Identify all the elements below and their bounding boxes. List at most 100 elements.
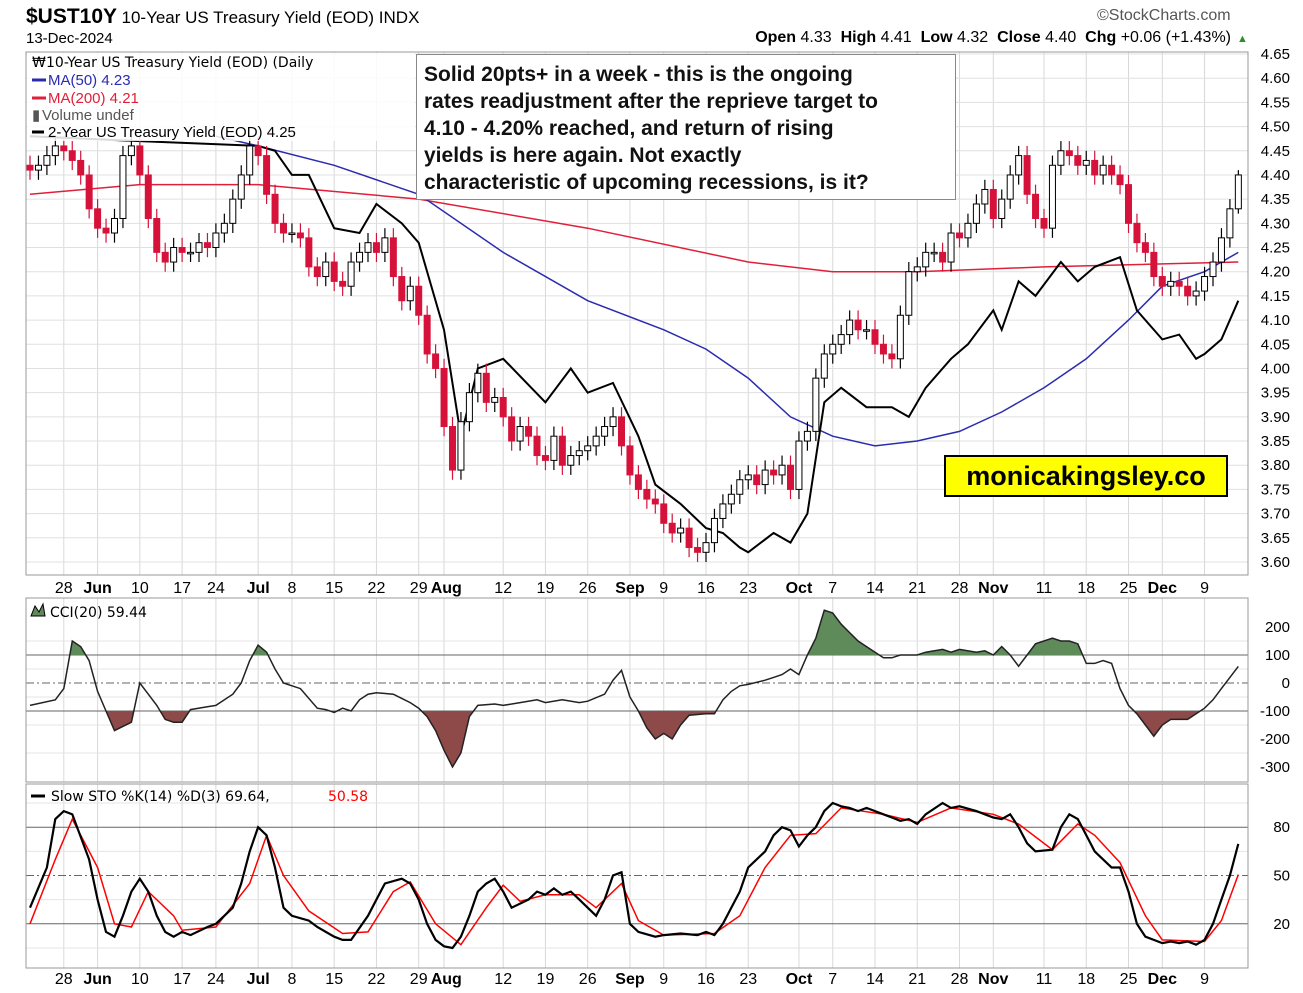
instrument-name: 10-Year US Treasury Yield (EOD) INDX [121, 8, 420, 27]
candle [178, 237, 186, 263]
y-tick-label: 4.15 [1261, 288, 1290, 305]
candle-body [356, 251, 364, 263]
candle [1226, 199, 1234, 248]
candle-body [956, 232, 963, 239]
candle-body [592, 435, 600, 447]
y-tick-label: 3.80 [1261, 457, 1290, 474]
candle [677, 518, 685, 543]
candle [313, 257, 321, 287]
y-tick-label: 3.90 [1261, 409, 1290, 426]
x-tick-label: 11 [1036, 580, 1053, 597]
cci-tick-label: 0 [1282, 675, 1290, 692]
x-tick-label: 28 [951, 580, 969, 597]
candle-body [609, 416, 617, 428]
candle [685, 518, 693, 558]
candle-body [43, 155, 51, 166]
candle [1133, 213, 1141, 253]
candle [474, 363, 482, 403]
candle-body [34, 164, 42, 171]
candle [1015, 145, 1023, 185]
candle-body [651, 498, 659, 505]
candle-body [643, 488, 651, 500]
sto-tick-label: 80 [1273, 819, 1290, 836]
candle [939, 242, 947, 272]
candle [516, 416, 524, 451]
candle [1099, 155, 1107, 185]
symbol: $UST10Y [26, 5, 118, 28]
candle-body [795, 440, 803, 490]
x-tick-label: 23 [739, 971, 757, 988]
candle [888, 344, 896, 369]
candle [1141, 233, 1149, 263]
candle [347, 252, 355, 296]
candle-body [618, 416, 625, 447]
candle-body [491, 396, 499, 403]
y-tick-label: 4.40 [1261, 167, 1290, 184]
candle [356, 242, 364, 272]
candle-body [415, 285, 423, 316]
candle-body [744, 474, 752, 481]
candle-body [474, 372, 482, 394]
candle-body [449, 426, 456, 471]
candle-body [584, 445, 592, 452]
candle-body [668, 522, 676, 534]
candle [102, 218, 110, 243]
candle [626, 436, 634, 485]
candle-body [144, 174, 152, 219]
candle-body [364, 242, 372, 253]
chg-label: Chg [1085, 29, 1117, 46]
close-value: 4.40 [1045, 29, 1077, 46]
candle [499, 387, 507, 427]
candle-body [558, 435, 566, 466]
candle-body [803, 430, 811, 442]
candle-body [330, 261, 338, 282]
candle [550, 426, 558, 471]
candle [525, 416, 533, 446]
candle [1175, 271, 1183, 296]
candle [812, 368, 820, 442]
candle [161, 242, 169, 272]
candle-body [541, 455, 549, 461]
ma200-line [29, 183, 1239, 273]
candle [1057, 141, 1065, 175]
candle-body [1192, 290, 1200, 297]
x-tick-label: 8 [287, 580, 296, 597]
candle [533, 426, 541, 466]
sto-tick-label: 20 [1273, 916, 1290, 933]
candle-body [829, 343, 837, 355]
x-tick-label: 25 [1120, 580, 1138, 597]
x-tick-label: 18 [1077, 971, 1095, 988]
candle-body [347, 261, 355, 287]
y-tick-label: 4.35 [1261, 191, 1290, 208]
x-tick-label: 26 [579, 971, 597, 988]
candle-body [989, 188, 997, 219]
candle [744, 465, 752, 490]
candle [85, 165, 93, 219]
candle-body [812, 377, 820, 432]
price-panel-border [25, 51, 1249, 576]
candle [254, 136, 262, 166]
candle [1192, 281, 1200, 306]
y-tick-label: 4.05 [1261, 336, 1290, 353]
candle-body [685, 527, 693, 548]
candle-body [1040, 217, 1048, 229]
candle-body [220, 222, 228, 234]
candle [220, 213, 228, 243]
candle-body [51, 145, 59, 157]
x-tick-label: Aug [431, 971, 462, 988]
candle [803, 421, 811, 451]
y-tick-label: 4.00 [1261, 360, 1290, 377]
candle [660, 494, 668, 533]
y-tick-label: 3.60 [1261, 554, 1290, 571]
legend-ma50: MA(50) 4.23 [48, 72, 131, 89]
candle-body [567, 455, 575, 466]
high-value: 4.41 [880, 29, 912, 46]
candle [1234, 170, 1242, 214]
candle-body [178, 247, 186, 253]
candle [668, 513, 676, 543]
cci-oversold-fill [30, 711, 1239, 767]
x-tick-label: 9 [1200, 580, 1209, 597]
candle-body [677, 527, 685, 534]
candle-body [533, 435, 541, 457]
